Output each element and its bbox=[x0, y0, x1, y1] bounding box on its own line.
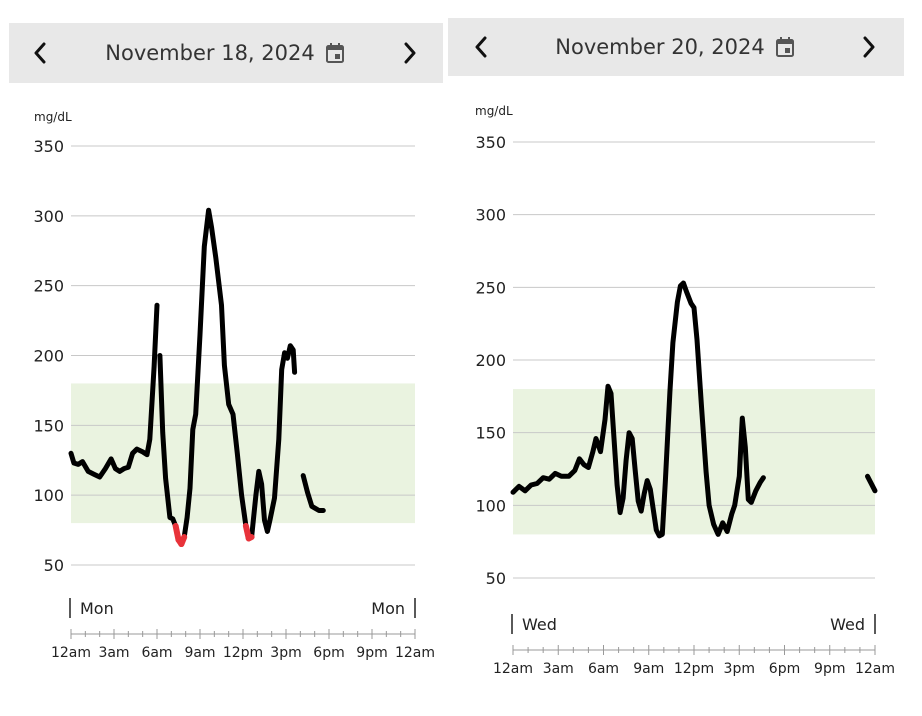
x-tick-label: 9pm bbox=[814, 661, 845, 677]
y-tick-label: 150 bbox=[475, 424, 506, 443]
y-tick-label: 50 bbox=[44, 556, 64, 575]
x-tick-label: 12am bbox=[493, 661, 533, 677]
date-selector[interactable]: November 18, 2024 bbox=[105, 41, 344, 65]
x-tick-label: 9am bbox=[184, 645, 215, 661]
date-header: November 18, 2024 bbox=[9, 23, 443, 83]
y-tick-label: 300 bbox=[475, 206, 506, 225]
day-start-label: Mon bbox=[80, 599, 114, 618]
glucose-line bbox=[510, 280, 766, 539]
x-tick-label: 12am bbox=[855, 661, 895, 677]
x-tick-label: 9am bbox=[633, 661, 664, 677]
y-tick-label: 50 bbox=[486, 569, 506, 588]
calendar-icon[interactable] bbox=[325, 42, 345, 64]
low-glucose-mark bbox=[245, 534, 255, 542]
y-tick-label: 250 bbox=[475, 278, 506, 297]
x-tick-label: 6pm bbox=[769, 661, 800, 677]
y-tick-label: 250 bbox=[33, 277, 64, 296]
low-glucose-mark bbox=[178, 534, 188, 548]
chart-1: 50 100 150 200 250 300 350 mg/dL 12am 3am 6am 9am 12… bbox=[33, 110, 435, 661]
x-tick-label: 6pm bbox=[313, 645, 344, 661]
date-label: November 20, 2024 bbox=[555, 35, 765, 59]
y-tick-label: 300 bbox=[33, 207, 64, 226]
glucose-line bbox=[300, 473, 326, 513]
day-end-label: Wed bbox=[830, 615, 865, 634]
glucose-line bbox=[865, 473, 878, 494]
y-tick-label: 200 bbox=[475, 351, 506, 370]
x-tick-label: 6am bbox=[141, 645, 172, 661]
unit-label: mg/dL bbox=[475, 104, 513, 118]
x-tick-label: 12pm bbox=[223, 645, 263, 661]
y-tick-label: 200 bbox=[33, 347, 64, 366]
chevron-right-icon[interactable] bbox=[848, 26, 890, 68]
y-tick-label: 100 bbox=[475, 496, 506, 515]
x-tick-label: 3pm bbox=[270, 645, 301, 661]
unit-label: mg/dL bbox=[34, 110, 72, 124]
chevron-left-icon[interactable] bbox=[460, 26, 502, 68]
date-label: November 18, 2024 bbox=[105, 41, 315, 65]
x-tick-label: 3am bbox=[543, 661, 574, 677]
y-tick-label: 100 bbox=[33, 486, 64, 505]
date-selector[interactable]: November 20, 2024 bbox=[555, 35, 794, 59]
x-tick-label: 12pm bbox=[674, 661, 714, 677]
date-header: November 20, 2024 bbox=[448, 18, 904, 76]
y-tick-label: 150 bbox=[33, 416, 64, 435]
y-tick-label: 350 bbox=[475, 133, 506, 152]
day-end-label: Mon bbox=[371, 599, 405, 618]
x-tick-label: 12am bbox=[51, 645, 91, 661]
day-start-label: Wed bbox=[522, 615, 557, 634]
x-tick-label: 9pm bbox=[356, 645, 387, 661]
x-tick-label: 3pm bbox=[724, 661, 755, 677]
glucose-line bbox=[68, 302, 160, 480]
target-range-band bbox=[513, 389, 875, 535]
x-tick-label: 6am bbox=[588, 661, 619, 677]
chevron-right-icon[interactable] bbox=[389, 32, 431, 74]
x-tick-label: 12am bbox=[395, 645, 435, 661]
chevron-left-icon[interactable] bbox=[19, 32, 61, 74]
x-tick-label: 3am bbox=[98, 645, 129, 661]
y-tick-label: 350 bbox=[33, 137, 64, 156]
chart-2: 50 100 150 200 250 300 350 mg/dL 12am 3am 6am 9am 12… bbox=[475, 104, 895, 677]
calendar-icon[interactable] bbox=[775, 36, 795, 58]
